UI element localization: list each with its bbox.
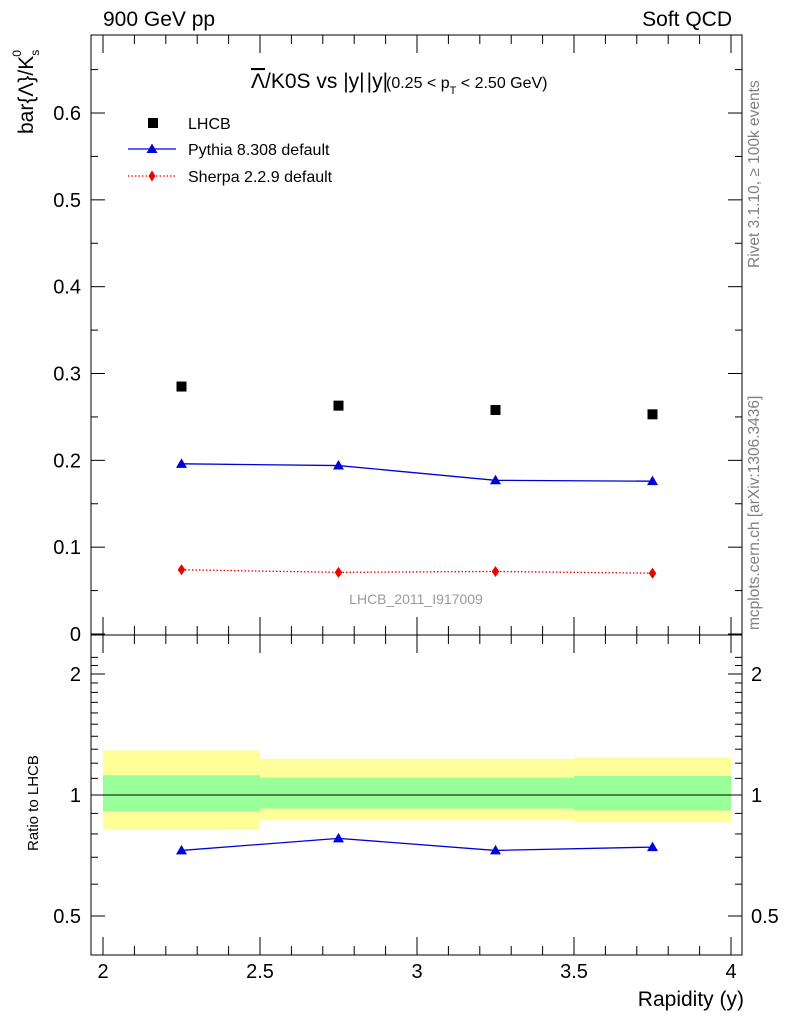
sherpa-main-point <box>334 566 343 578</box>
plot-title-cut: (0.25 < pT < 2.50 GeV) <box>386 75 548 97</box>
x-tick-label: 3 <box>411 961 422 983</box>
ratio-y-tick-label-right: 1 <box>751 785 762 807</box>
ratio-uncertainty-bands <box>91 750 742 830</box>
pythia-main-point <box>490 474 501 485</box>
ratio-y-tick-label-left: 2 <box>70 664 81 686</box>
legend-label-sherpa: Sherpa 2.2.9 default <box>188 169 333 186</box>
pythia-ratio-line <box>181 837 653 852</box>
ylabel-sup: 0 <box>10 50 24 57</box>
plot-title: Λ/K0S vs |y||y| <box>251 70 388 93</box>
lhcb-point <box>333 400 344 411</box>
sherpa-main-point <box>177 564 186 576</box>
axis-tick-labels: 0 0.1 0.2 0.3 0.4 0.5 0.6 0.5 0.5 1 1 2 2 2 2.5 3 3.5 4 <box>53 103 779 983</box>
title-main: /K0S vs |y| <box>265 70 365 93</box>
band-inner-3 <box>574 775 731 811</box>
ratio-y-tick-label-left: 1 <box>70 785 81 807</box>
mcplots-reference-label: mcplots.cern.ch [arXiv:1306.3436] <box>746 395 763 630</box>
header-category-label: Soft QCD <box>642 8 732 31</box>
sherpa-main-point <box>491 565 500 577</box>
legend-marker-pythia <box>146 143 158 153</box>
analysis-watermark: LHCB_2011_I917009 <box>349 591 483 607</box>
ratio-y-axis-label: Ratio to LHCB <box>25 755 42 851</box>
pythia-ratio-point <box>176 844 187 855</box>
pythia-main-point <box>176 458 187 468</box>
band-inner-1 <box>260 777 417 809</box>
title-cut-sub: T <box>450 85 457 97</box>
ylabel-sub: s <box>28 50 42 56</box>
lhcb-point <box>647 409 658 420</box>
main-y-tick-label: 0.2 <box>53 450 81 472</box>
title-symbol: Λ <box>251 70 265 93</box>
pythia-main-point <box>333 460 344 470</box>
title-cut-open: (0.25 < p <box>386 75 450 92</box>
ylabel-main: bar{Λ}/K <box>15 56 38 134</box>
ratio-y-tick-label-left: 0.5 <box>53 906 81 928</box>
x-tick-label: 3.5 <box>560 961 588 983</box>
lhcb-point <box>490 404 501 415</box>
legend-marker-lhcb <box>148 118 158 128</box>
x-tick-label: 2.5 <box>246 961 274 983</box>
sherpa-main-point <box>648 567 657 579</box>
title-bar-sep: |y| <box>367 70 388 93</box>
x-tick-label: 2 <box>97 961 108 983</box>
legend-label-pythia: Pythia 8.308 default <box>188 142 330 159</box>
band-inner-2 <box>417 777 574 809</box>
title-cut-close: < 2.50 GeV) <box>456 75 547 92</box>
legend-label-lhcb: LHCB <box>188 116 231 133</box>
data-series <box>176 381 658 855</box>
main-y-tick-label: 0.3 <box>53 364 81 386</box>
legend: LHCB Pythia 8.308 default Sherpa 2.2.9 d… <box>128 116 333 186</box>
legend-marker-sherpa <box>148 170 156 182</box>
main-y-axis-label: bar{Λ}/Ks0 <box>10 50 42 134</box>
pythia-main-line <box>181 463 653 482</box>
band-inner-0 <box>103 775 260 812</box>
pythia-ratio-point <box>647 841 658 852</box>
axis-ticks <box>91 35 742 955</box>
pythia-main-point <box>647 475 658 486</box>
pythia-ratio-point <box>333 832 344 843</box>
main-y-tick-label: 0.6 <box>53 103 81 125</box>
rivet-version-label: Rivet 3.1.10, ≥ 100k events <box>746 80 763 268</box>
sherpa-main-line <box>181 569 653 574</box>
main-y-tick-label: 0.5 <box>53 190 81 212</box>
ratio-y-tick-label-right: 0.5 <box>751 906 779 928</box>
pythia-ratio-point <box>490 844 501 855</box>
main-y-tick-label: 0.4 <box>53 277 81 299</box>
x-tick-label: 4 <box>725 961 736 983</box>
main-y-tick-label: 0.1 <box>53 537 81 559</box>
x-axis-label: Rapidity (y) <box>638 988 744 1011</box>
header-energy-label: 900 GeV pp <box>103 8 216 31</box>
lhcb-point <box>176 381 187 392</box>
ratio-y-tick-label-right: 2 <box>751 664 762 686</box>
main-y-tick-label: 0 <box>70 624 81 646</box>
